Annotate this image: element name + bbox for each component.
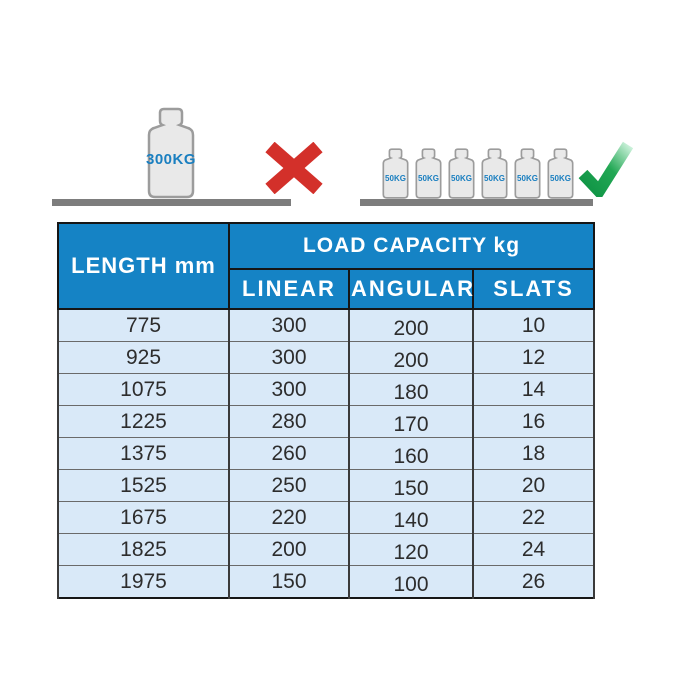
load-capacity-header: LOAD CAPACITY kg bbox=[227, 222, 596, 270]
small-weight-label: 50KG bbox=[385, 174, 406, 183]
large-weight: 300KG bbox=[143, 107, 199, 199]
cell-slats: 22 bbox=[471, 501, 596, 534]
check-icon bbox=[578, 141, 633, 197]
cell-angular: 170 bbox=[348, 405, 474, 438]
cell-linear: 260 bbox=[228, 437, 350, 470]
large-weight-label: 300KG bbox=[145, 151, 197, 168]
shelf-right bbox=[360, 199, 593, 206]
weight-icon bbox=[448, 148, 475, 199]
cell-linear: 200 bbox=[228, 533, 350, 566]
small-weight-label: 50KG bbox=[451, 174, 472, 183]
table-row: 1675 220 140 22 bbox=[57, 501, 596, 534]
cell-slats: 10 bbox=[471, 308, 596, 342]
length-header: LENGTH mm bbox=[57, 222, 230, 310]
weight-icon bbox=[514, 148, 541, 199]
weight-icon bbox=[382, 148, 409, 199]
cell-slats: 24 bbox=[471, 533, 596, 566]
cross-icon bbox=[265, 142, 323, 194]
cell-length: 1825 bbox=[57, 533, 230, 566]
small-weight-label: 50KG bbox=[484, 174, 505, 183]
cell-angular: 160 bbox=[348, 437, 474, 470]
cell-length: 925 bbox=[57, 341, 230, 374]
cell-length: 1675 bbox=[57, 501, 230, 534]
cell-linear: 220 bbox=[228, 501, 350, 534]
cell-length: 1525 bbox=[57, 469, 230, 502]
cell-length: 1075 bbox=[57, 373, 230, 406]
cell-slats: 20 bbox=[471, 469, 596, 502]
small-weight: 50KG bbox=[413, 148, 444, 199]
cell-length: 1375 bbox=[57, 437, 230, 470]
table-row: 1225 280 170 16 bbox=[57, 405, 596, 438]
linear-header: LINEAR bbox=[228, 268, 350, 310]
cell-linear: 150 bbox=[228, 565, 350, 599]
header-row-top: LENGTH mm LOAD CAPACITY kg bbox=[57, 222, 596, 310]
small-weight-label: 50KG bbox=[418, 174, 439, 183]
cell-linear: 300 bbox=[228, 373, 350, 406]
cell-linear: 300 bbox=[228, 341, 350, 374]
cell-linear: 250 bbox=[228, 469, 350, 502]
cell-slats: 26 bbox=[471, 565, 596, 599]
table-row: 925 300 200 12 bbox=[57, 341, 596, 374]
cell-angular: 140 bbox=[348, 501, 474, 534]
small-weight: 50KG bbox=[479, 148, 510, 199]
cell-slats: 16 bbox=[471, 405, 596, 438]
table-row: 1825 200 120 24 bbox=[57, 533, 596, 566]
small-weight: 50KG bbox=[512, 148, 543, 199]
load-capacity-table: LENGTH mm LOAD CAPACITY kg LINEAR ANGULA… bbox=[57, 222, 596, 599]
table-row: 775 300 200 10 bbox=[57, 308, 596, 342]
small-weight: 50KG bbox=[380, 148, 411, 199]
cell-length: 775 bbox=[57, 308, 230, 342]
angular-header: ANGULAR bbox=[348, 268, 474, 310]
cell-length: 1975 bbox=[57, 565, 230, 599]
cell-slats: 12 bbox=[471, 341, 596, 374]
small-weight-label: 50KG bbox=[517, 174, 538, 183]
small-weights-row: 50KG 50KG 50KG 50KG 50KG 50KG bbox=[380, 148, 576, 199]
weight-icon bbox=[547, 148, 574, 199]
cell-slats: 14 bbox=[471, 373, 596, 406]
cell-angular: 180 bbox=[348, 373, 474, 406]
cell-angular: 200 bbox=[348, 341, 474, 374]
slats-header: SLATS bbox=[471, 268, 596, 310]
table-row: 1075 300 180 14 bbox=[57, 373, 596, 406]
cell-linear: 280 bbox=[228, 405, 350, 438]
cell-angular: 200 bbox=[348, 308, 474, 342]
cell-slats: 18 bbox=[471, 437, 596, 470]
table-row: 1975 150 100 26 bbox=[57, 565, 596, 599]
cell-angular: 120 bbox=[348, 533, 474, 566]
shelf-left bbox=[52, 199, 291, 206]
weight-icon bbox=[415, 148, 442, 199]
header-row-sub: LINEAR ANGULAR SLATS bbox=[58, 268, 596, 310]
small-weight-label: 50KG bbox=[550, 174, 571, 183]
weight-icon bbox=[147, 107, 195, 199]
cell-length: 1225 bbox=[57, 405, 230, 438]
weight-icon bbox=[481, 148, 508, 199]
table-row: 1525 250 150 20 bbox=[57, 469, 596, 502]
cell-angular: 100 bbox=[348, 565, 474, 599]
small-weight: 50KG bbox=[545, 148, 576, 199]
table-body: 775 300 200 10 925 300 200 12 1075 300 180 14 1225 28… bbox=[57, 308, 596, 599]
cell-linear: 300 bbox=[228, 308, 350, 342]
table-row: 1375 260 160 18 bbox=[57, 437, 596, 470]
cell-angular: 150 bbox=[348, 469, 474, 502]
small-weight: 50KG bbox=[446, 148, 477, 199]
